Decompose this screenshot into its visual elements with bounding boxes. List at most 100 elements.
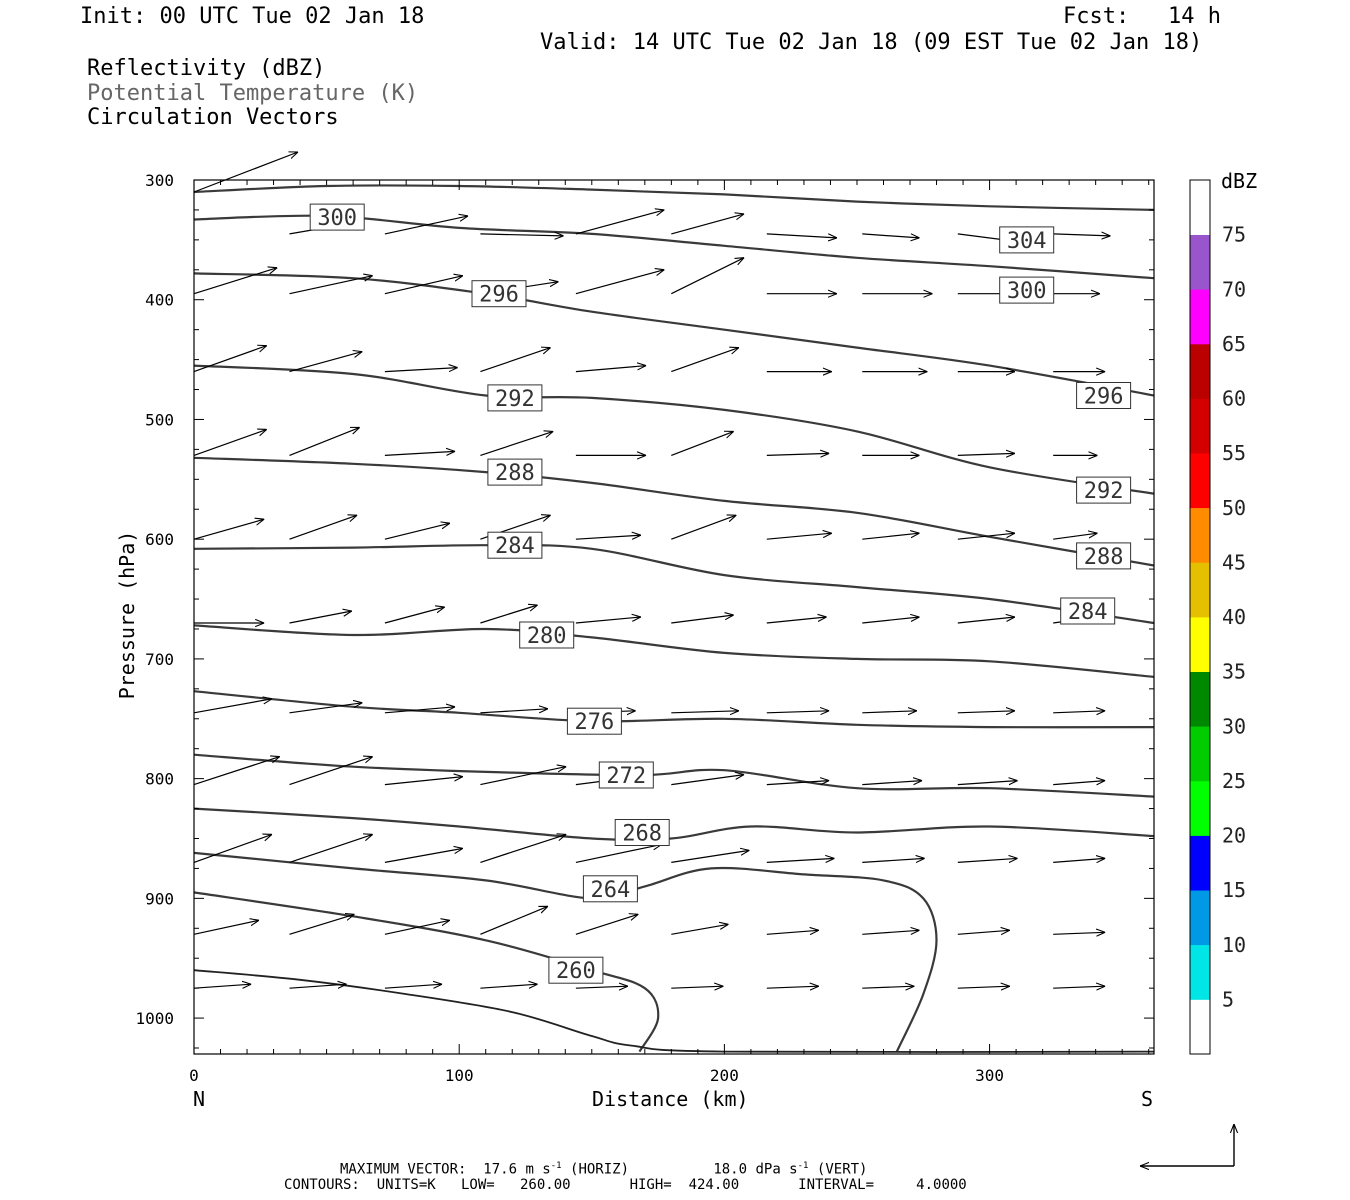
- isentrope-label: 288: [1084, 545, 1124, 570]
- isentrope-304: [193, 184, 1155, 211]
- isentrope-label: 288: [495, 461, 535, 486]
- x-left-label: N: [193, 1087, 206, 1111]
- circulation-vector: [671, 214, 744, 235]
- y-tick-label: 900: [145, 889, 174, 908]
- isentrope-label-box: [1076, 542, 1132, 570]
- colorbar-swatch: [1190, 835, 1210, 891]
- circulation-vector: [289, 515, 358, 540]
- circulation-vector: [957, 781, 1018, 785]
- circulation-vector: [575, 986, 628, 988]
- colorbar-level-label: 35: [1222, 660, 1246, 684]
- circulation-vector: [957, 533, 1015, 540]
- colorbar-level-label: 40: [1222, 605, 1246, 629]
- colorbar-swatch: [1190, 562, 1210, 618]
- isentrope-label-box: [582, 875, 638, 903]
- circulation-vector: [289, 834, 373, 863]
- isentrope-292: [193, 364, 1155, 495]
- circulation-vector: [766, 930, 819, 934]
- isentrope-label: 300: [317, 206, 357, 231]
- isentrope-label: 296: [1084, 385, 1124, 410]
- colorbar-swatch: [1190, 234, 1210, 290]
- circulation-vector: [575, 914, 638, 935]
- colorbar-level-label: 50: [1222, 496, 1246, 520]
- colorbar-level-label: 30: [1222, 714, 1246, 738]
- colorbar-swatch: [1190, 180, 1210, 235]
- reference-vector: [1140, 1124, 1234, 1166]
- circulation-vector: [289, 611, 352, 624]
- circulation-vector: [289, 984, 347, 988]
- isentrope-label: 264: [591, 878, 631, 903]
- y-tick-label: 600: [145, 530, 174, 549]
- circulation-vector: [766, 617, 827, 624]
- circulation-vector: [862, 711, 917, 713]
- colorbar-swatch: [1190, 999, 1210, 1055]
- circulation-vector: [957, 986, 1010, 988]
- footer-contours: CONTOURS: UNITS=K LOW= 260.00 HIGH= 424.…: [284, 1177, 967, 1193]
- isentrope-label: 292: [1084, 479, 1124, 504]
- forecast-hour: 14 h: [1168, 4, 1221, 29]
- isentrope-label: 296: [479, 283, 519, 308]
- y-tick-label: 800: [145, 770, 174, 789]
- circulation-vector: [384, 848, 463, 863]
- circulation-vector: [575, 535, 641, 539]
- plot-frame: 0 100 200 300 300 400 500 600 700 800 900 1000: [135, 171, 1155, 1085]
- circulation-vector: [862, 617, 919, 624]
- circulation-vector: [1053, 533, 1097, 540]
- circulation-vector: [384, 984, 442, 988]
- circulation-vector: [193, 984, 251, 988]
- colorbar-border: [1189, 179, 1211, 1055]
- colorbar-swatch: [1190, 726, 1210, 782]
- colorbar-swatch: [1190, 944, 1210, 1000]
- colorbar-title: dBZ: [1221, 169, 1258, 193]
- isentrope-268: [193, 807, 1155, 842]
- colorbar-level-label: 10: [1222, 933, 1246, 957]
- circulation-vector: [1053, 234, 1110, 236]
- circulation-vector: [862, 781, 922, 785]
- colorbar-level-label: 5: [1222, 987, 1234, 1011]
- circulation-vector: [957, 617, 1015, 624]
- circulation-vector: [957, 453, 1015, 455]
- field-potential-temperature: Potential Temperature (K): [87, 81, 419, 106]
- isentrope-label: 280: [527, 624, 567, 649]
- x-tick-label: 300: [975, 1066, 1004, 1085]
- circulation-vector: [193, 699, 272, 714]
- forecast-label: Fcst:: [1063, 4, 1130, 29]
- colorbar-swatch: [1190, 398, 1210, 454]
- circulation-vector: [193, 346, 267, 373]
- circulation-vector: [957, 858, 1018, 862]
- circulation-vector: [193, 757, 280, 786]
- isentrope-280: [193, 624, 1155, 678]
- circulation-vector: [766, 858, 835, 862]
- y-tick-label: 500: [145, 410, 174, 429]
- circulation-vector: [957, 711, 1015, 713]
- circulation-vector: [384, 777, 463, 786]
- circulation-vector: [575, 270, 664, 295]
- colorbar-swatch: [1190, 671, 1210, 727]
- isentrope-label: 292: [495, 387, 535, 412]
- circulation-vector: [193, 268, 277, 295]
- circulation-vector: [480, 767, 566, 786]
- circulation-vector: [671, 711, 739, 713]
- circulation-vector: [289, 352, 363, 373]
- circulation-vector: [480, 709, 548, 713]
- isentrope-label: 284: [1068, 600, 1108, 625]
- circulation-vector: [480, 834, 566, 863]
- field-reflectivity: Reflectivity (dBZ): [87, 56, 326, 81]
- circulation-vector: [384, 607, 445, 624]
- isentrope-label-box: [519, 621, 575, 649]
- isentrope-label-layer: 304 300 300 296 296 292 292 288 288 284 284 280 276 2…: [309, 203, 1132, 984]
- isentrope-label: 260: [556, 959, 596, 984]
- isentrope-label-box: [548, 956, 604, 984]
- colorbar-swatch: [1190, 507, 1210, 563]
- circulation-vector: [480, 906, 548, 935]
- colorbar-level-label: 45: [1222, 550, 1246, 574]
- circulation-vector: [862, 986, 914, 988]
- isentrope-label: 276: [575, 710, 615, 735]
- colorbar-swatch: [1190, 780, 1210, 836]
- circulation-vector: [671, 775, 744, 786]
- vector-layer: [193, 152, 1110, 988]
- y-tick-label: 400: [145, 291, 174, 310]
- circulation-vector: [1053, 932, 1105, 934]
- colorbar-swatch: [1190, 890, 1210, 946]
- circulation-vector: [671, 850, 749, 863]
